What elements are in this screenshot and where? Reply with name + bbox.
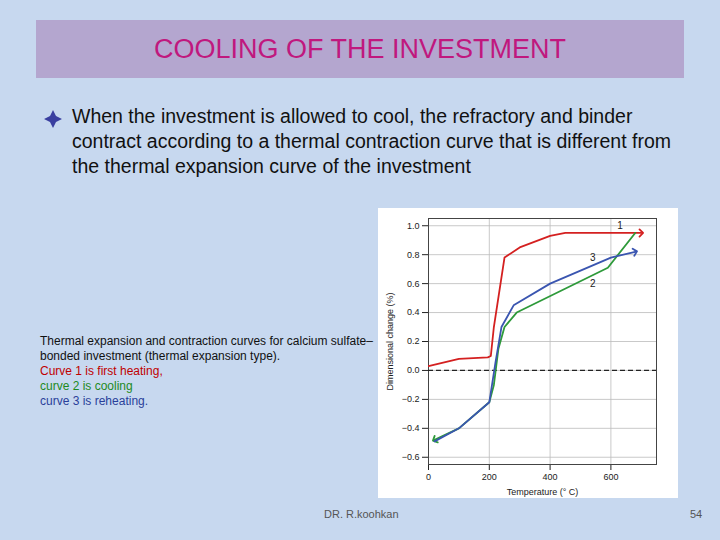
svg-text:0: 0 <box>426 472 431 482</box>
svg-text:1: 1 <box>617 220 623 231</box>
svg-text:200: 200 <box>482 472 497 482</box>
svg-text:−0.2: −0.2 <box>402 394 420 404</box>
svg-text:0.4: 0.4 <box>407 307 420 317</box>
svg-text:−0.4: −0.4 <box>402 423 420 433</box>
html-text:54: 54 <box>690 508 703 520</box>
svg-text:−0.6: −0.6 <box>402 452 420 462</box>
svg-text:0.0: 0.0 <box>407 365 420 375</box>
svg-text:0.6: 0.6 <box>407 278 420 288</box>
svg-text:600: 600 <box>603 472 618 482</box>
svg-text:Temperature (° C): Temperature (° C) <box>507 487 579 497</box>
html-text:curve 2 is cooling: curve 2 is cooling <box>40 379 133 393</box>
html-text:When the investment is allowed: When the investment is allowed to cool, … <box>72 105 671 177</box>
html-text:Curve 1 is first heating,: Curve 1 is first heating, <box>40 364 163 378</box>
svg-text:2: 2 <box>590 278 596 289</box>
html-text:curve 3 is reheating.: curve 3 is reheating. <box>40 394 149 408</box>
html-text:DR. R.koohkan: DR. R.koohkan <box>324 508 399 520</box>
svg-text:1.0: 1.0 <box>407 221 420 231</box>
svg-text:Dimensional change (%): Dimensional change (%) <box>385 292 395 390</box>
html-text:Thermal expansion and contract: Thermal expansion and contraction curves… <box>40 334 373 363</box>
svg-text:0.8: 0.8 <box>407 250 420 260</box>
html-text:COOLING OF THE INVESTMENT: COOLING OF THE INVESTMENT <box>154 33 566 64</box>
svg-text:0.2: 0.2 <box>407 336 420 346</box>
svg-text:400: 400 <box>543 472 558 482</box>
svg-text:3: 3 <box>590 252 596 263</box>
